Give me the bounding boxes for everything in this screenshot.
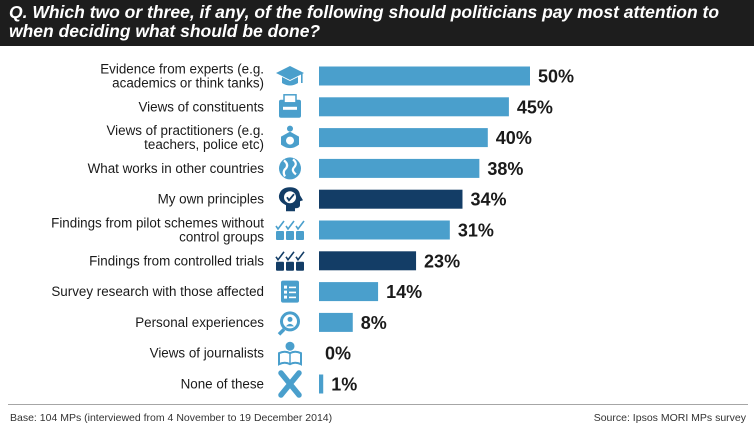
bar <box>319 158 480 178</box>
category-label: None of these <box>181 377 264 392</box>
category-label: control groups <box>179 230 264 245</box>
category-label: Personal experiences <box>135 315 264 330</box>
question-text: Q. Which two or three, if any, of the fo… <box>9 2 720 41</box>
question-header: Q. Which two or three, if any, of the fo… <box>0 0 754 46</box>
footer-divider <box>8 404 748 405</box>
category-label: Views of journalists <box>150 346 265 361</box>
bar <box>319 97 509 117</box>
value-label: 34% <box>470 190 506 210</box>
trial-checklist-icon <box>275 251 305 271</box>
value-label: 1% <box>331 375 357 395</box>
base-note: Base: 104 MPs (interviewed from 4 Novemb… <box>10 412 333 424</box>
category-label: teachers, police etc) <box>144 137 264 152</box>
graduation-cap-icon <box>276 66 304 86</box>
category-label: My own principles <box>158 192 265 207</box>
bar-chart: Evidence from experts (e.g.academics or … <box>51 62 574 398</box>
police-badge-icon <box>281 125 299 149</box>
value-label: 38% <box>487 159 523 179</box>
value-label: 50% <box>538 67 574 87</box>
bar <box>319 251 417 271</box>
bar <box>319 220 450 240</box>
survey-form-icon <box>281 280 299 303</box>
source-note: Source: Ipsos MORI MPs survey <box>593 412 746 424</box>
value-label: 14% <box>386 282 422 302</box>
category-label: Findings from controlled trials <box>89 253 264 268</box>
pilot-checklist-icon <box>275 220 305 240</box>
globe-icon <box>279 157 301 180</box>
value-label: 8% <box>361 313 387 333</box>
ballot-box-icon <box>279 94 301 118</box>
value-label: 0% <box>325 344 351 364</box>
value-label: 23% <box>424 251 460 271</box>
cross-icon <box>278 370 302 398</box>
bar <box>319 282 379 302</box>
category-label: Evidence from experts (e.g. <box>100 62 264 77</box>
category-label: What works in other countries <box>88 161 265 176</box>
value-label: 31% <box>458 221 494 241</box>
category-label: Views of practitioners (e.g. <box>106 123 264 138</box>
bar <box>319 374 324 394</box>
category-label: academics or think tanks) <box>112 76 264 91</box>
category-label: Findings from pilot schemes without <box>51 216 264 231</box>
bar <box>319 66 530 86</box>
bar <box>319 189 463 209</box>
category-label: Views of constituents <box>138 99 264 114</box>
journalist-icon <box>278 341 302 366</box>
category-label: Survey research with those affected <box>51 284 264 299</box>
value-label: 45% <box>517 97 553 117</box>
value-label: 40% <box>496 128 532 148</box>
bar <box>319 128 488 148</box>
head-check-icon <box>278 187 303 212</box>
magnifier-person-icon <box>277 311 300 336</box>
bar <box>319 312 353 332</box>
